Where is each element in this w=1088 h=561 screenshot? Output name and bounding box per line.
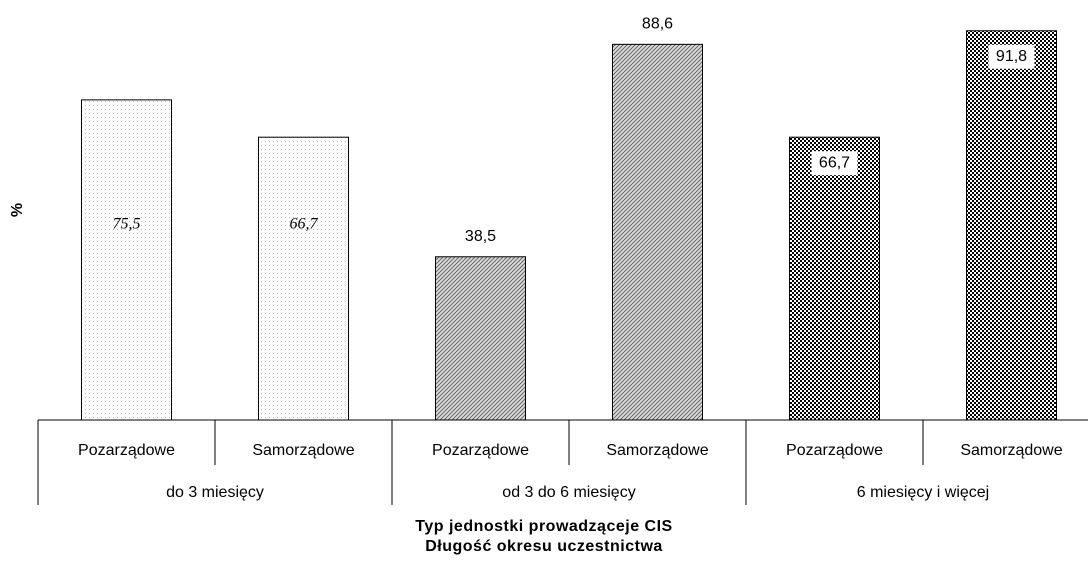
group-label: do 3 miesięcy (166, 484, 264, 501)
data-label-box (988, 44, 1035, 69)
group-label: 6 miesięcy i więcej (857, 484, 989, 501)
bar (789, 136, 880, 421)
data-label: 75,5 (113, 216, 141, 233)
x-tick-label: Samorządowe (960, 442, 1062, 459)
bar (435, 256, 526, 421)
x-tick-label: Pozarządowe (78, 442, 175, 459)
x-tick-label: Pozarządowe (432, 442, 529, 459)
bar (258, 136, 349, 421)
x-tick-label: Samorządowe (606, 442, 708, 459)
data-label: 88,6 (642, 16, 673, 33)
bar (966, 30, 1057, 421)
bar (612, 43, 703, 421)
x-tick-label: Pozarządowe (786, 442, 883, 459)
data-label: 66,7 (290, 216, 319, 233)
x-axis-label: Typ jednostki prowadząceje CIS (415, 518, 672, 535)
group-label: od 3 do 6 miesięcy (502, 484, 635, 501)
y-axis-label: % (9, 203, 26, 217)
data-label: 38,5 (465, 228, 496, 245)
x-tick-label: Samorządowe (252, 442, 354, 459)
data-label: 66,7 (819, 154, 850, 171)
bar (81, 99, 172, 421)
x-axis-label: Długość okresu uczestnictwa (425, 538, 663, 555)
data-label-box (811, 151, 858, 176)
data-label: 91,8 (996, 48, 1027, 65)
